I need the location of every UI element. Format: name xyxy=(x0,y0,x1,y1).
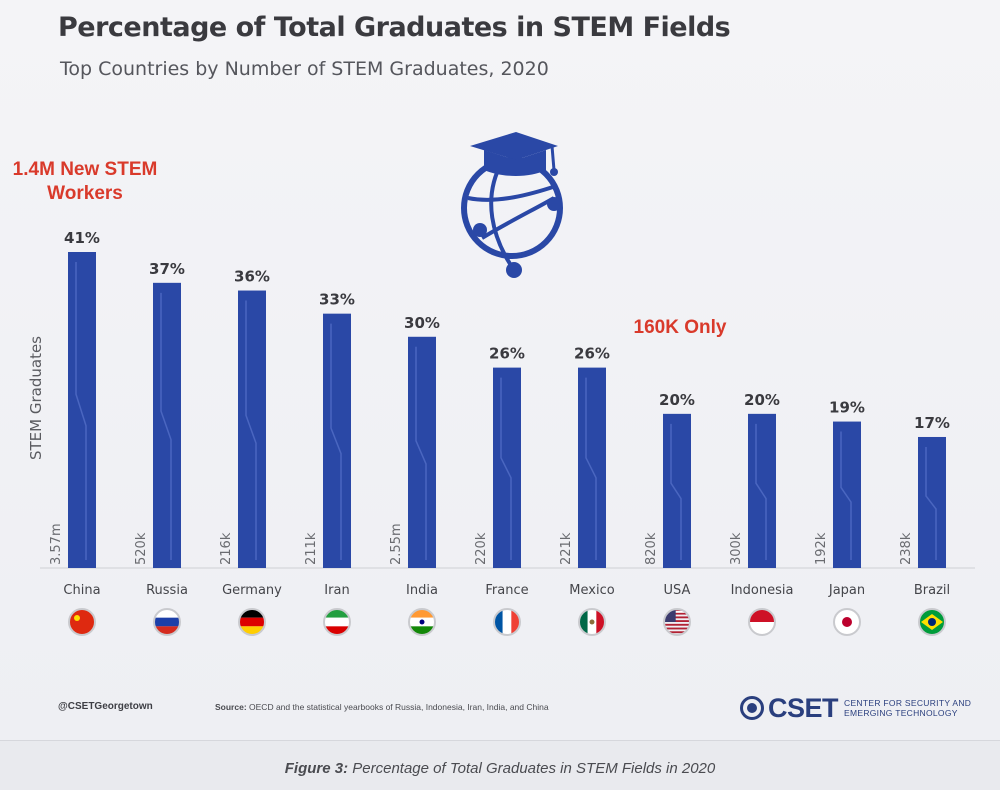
category-label-india: India xyxy=(406,583,438,598)
bars-group: 41% 3.57m China 37% 520k Russia 36% 216k Germany… xyxy=(40,229,975,636)
value-label-germany: 36% xyxy=(234,268,270,286)
value-label-india: 30% xyxy=(404,314,440,332)
graduate-count-mexico: 221k xyxy=(559,532,574,565)
logo-name: CSET xyxy=(768,692,839,723)
bar-circuit-indonesia xyxy=(755,423,767,560)
graduate-count-iran: 211k xyxy=(304,532,319,565)
category-label-usa: USA xyxy=(664,583,691,598)
social-handle: @CSETGeorgetown xyxy=(58,701,153,712)
germany-flag-icon xyxy=(238,608,266,636)
iran-flag-icon xyxy=(323,608,351,636)
source-text: OECD and the statistical yearbooks of Ru… xyxy=(249,702,549,712)
value-label-japan: 19% xyxy=(829,399,865,417)
bar-japan xyxy=(833,421,861,568)
category-label-brazil: Brazil xyxy=(914,583,950,598)
category-label-indonesia: Indonesia xyxy=(731,583,794,598)
category-label-mexico: Mexico xyxy=(569,583,614,598)
mexico-flag-icon xyxy=(578,608,606,636)
source-label: Source: xyxy=(215,702,247,712)
brazil-flag-icon xyxy=(918,608,946,636)
value-label-iran: 33% xyxy=(319,291,355,309)
chart-subtitle: Top Countries by Number of STEM Graduate… xyxy=(60,58,549,80)
bar-india xyxy=(408,336,436,568)
source-note: Source: OECD and the statistical yearboo… xyxy=(215,702,549,712)
graduate-count-indonesia: 300k xyxy=(729,532,744,565)
bar-circuit-germany xyxy=(245,300,257,560)
japan-flag-icon xyxy=(833,608,861,636)
cset-logo-icon xyxy=(740,696,764,720)
graduate-count-japan: 192k xyxy=(814,532,829,565)
bar-germany xyxy=(238,290,266,568)
graduate-count-china: 3.57m xyxy=(49,523,64,565)
graduation-globe-icon xyxy=(461,132,563,278)
graduate-count-france: 220k xyxy=(474,532,489,565)
bar-circuit-usa xyxy=(670,423,682,560)
usa-callout: 160K Only xyxy=(633,317,727,338)
bar-circuit-china xyxy=(75,262,87,560)
cset-logo: CSET Center for Security and Emerging Te… xyxy=(740,690,971,726)
bar-circuit-russia xyxy=(160,292,172,560)
category-label-china: China xyxy=(63,583,100,598)
value-label-france: 26% xyxy=(489,345,525,363)
value-label-usa: 20% xyxy=(659,391,695,409)
value-label-indonesia: 20% xyxy=(744,391,780,409)
chart-title: Percentage of Total Graduates in STEM Fi… xyxy=(58,12,731,43)
bar-circuit-brazil xyxy=(925,446,937,560)
bar-brazil xyxy=(918,436,946,568)
china-callout: 1.4M New STEM Workers xyxy=(12,159,158,204)
value-label-russia: 37% xyxy=(149,260,185,278)
bar-russia xyxy=(153,282,181,568)
value-label-brazil: 17% xyxy=(914,414,950,432)
bar-circuit-mexico xyxy=(585,377,597,560)
graduate-count-india: 2.55m xyxy=(389,523,404,565)
bar-usa xyxy=(663,413,691,568)
bar-circuit-iran xyxy=(330,323,342,560)
caption-label: Figure 3: xyxy=(284,760,349,777)
russia-flag-icon xyxy=(153,608,181,636)
indonesia-flag-icon xyxy=(748,608,776,636)
figure-caption: Figure 3: Percentage of Total Graduates … xyxy=(0,760,1000,777)
china-flag-icon xyxy=(68,608,96,636)
bar-circuit-france xyxy=(500,377,512,560)
value-label-mexico: 26% xyxy=(574,345,610,363)
graduate-count-brazil: 238k xyxy=(899,532,914,565)
bar-indonesia xyxy=(748,413,776,568)
logo-tagline: Center for Security and Emerging Technol… xyxy=(844,698,971,718)
category-label-japan: Japan xyxy=(828,583,865,598)
y-axis-label: STEM Graduates xyxy=(27,336,45,460)
category-label-france: France xyxy=(485,583,528,598)
logo-tagline-line2: Emerging Technology xyxy=(844,708,958,718)
logo-tagline-line1: Center for Security and xyxy=(844,698,972,708)
bar-circuit-india xyxy=(415,346,427,560)
india-flag-icon xyxy=(408,608,436,636)
graduate-count-russia: 520k xyxy=(134,532,149,565)
graduate-count-germany: 216k xyxy=(219,532,234,565)
graduate-count-usa: 820k xyxy=(644,532,659,565)
category-label-russia: Russia xyxy=(146,583,188,598)
bar-chart: STEM Graduates 41% 3.57m China 37% 520k Russi… xyxy=(27,132,975,636)
bar-circuit-japan xyxy=(840,431,852,560)
bar-china xyxy=(68,252,96,568)
caption-text: Percentage of Total Graduates in STEM Fi… xyxy=(352,760,716,777)
category-label-germany: Germany xyxy=(222,583,282,598)
category-label-iran: Iran xyxy=(324,583,349,598)
bar-france xyxy=(493,367,521,568)
value-label-china: 41% xyxy=(64,229,100,247)
bar-iran xyxy=(323,313,351,568)
france-flag-icon xyxy=(493,608,521,636)
usa-flag-icon xyxy=(663,608,691,636)
bar-mexico xyxy=(578,367,606,568)
